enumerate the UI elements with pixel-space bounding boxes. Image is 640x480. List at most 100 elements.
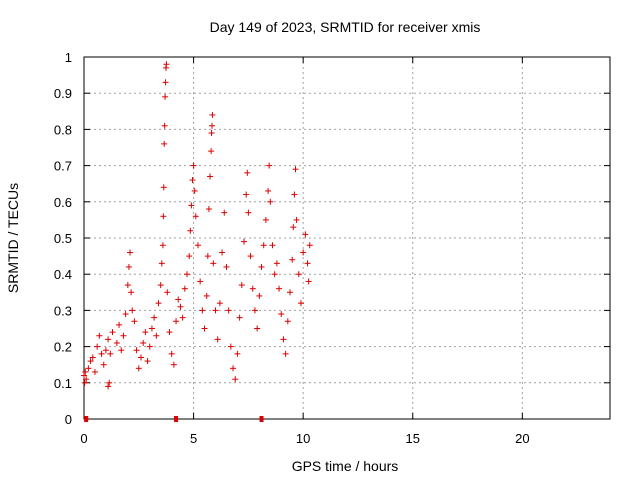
data-point (208, 130, 215, 137)
y-tick-label: 0 (65, 412, 72, 427)
y-tick-label: 0.4 (54, 267, 72, 282)
data-point (82, 368, 89, 375)
data-point (260, 242, 267, 249)
data-point (163, 61, 170, 68)
data-point (159, 242, 166, 249)
data-point (194, 242, 201, 249)
data-point (177, 303, 184, 310)
data-point (127, 249, 134, 256)
zero-marker (259, 416, 264, 422)
data-point (208, 148, 215, 155)
data-point (81, 379, 88, 386)
data-point (223, 263, 230, 270)
tick-layer: 0 5 10 15 20 0 0.1 0.2 0.3 0.4 0.5 0.6 0.7 0.8 0.9 1 (54, 50, 610, 446)
y-tick-label: 0.2 (54, 340, 72, 355)
data-point (125, 263, 132, 270)
data-point (181, 285, 188, 292)
data-point (120, 332, 127, 339)
data-point (166, 329, 173, 336)
data-point (302, 231, 309, 238)
plot-frame (83, 56, 611, 420)
data-point (192, 213, 199, 220)
zero-marker (84, 416, 89, 422)
data-point (216, 300, 223, 307)
data-point (98, 350, 105, 357)
data-point (100, 361, 107, 368)
data-point (238, 282, 245, 289)
data-point (305, 278, 312, 285)
data-point (189, 177, 196, 184)
y-tick-label: 0.7 (54, 159, 72, 174)
data-point (83, 376, 90, 383)
data-point (278, 311, 285, 318)
data-point (96, 332, 103, 339)
y-tick-label: 0.6 (54, 195, 72, 210)
data-point (91, 368, 98, 375)
x-tick-label: 0 (80, 431, 87, 446)
data-point (290, 224, 297, 231)
data-point (209, 111, 216, 118)
data-point (243, 191, 250, 198)
data-point (300, 249, 307, 256)
data-point (251, 307, 258, 314)
data-point (124, 282, 131, 289)
data-point (81, 372, 87, 379)
data-point (276, 285, 283, 292)
data-point (116, 321, 123, 328)
data-point (129, 307, 136, 314)
data-point (131, 318, 138, 325)
data-point (148, 325, 155, 332)
data-point (106, 379, 113, 386)
data-point (105, 336, 112, 343)
data-point (262, 216, 269, 223)
data-point (287, 289, 294, 296)
data-point (199, 307, 206, 314)
data-point (162, 79, 169, 86)
data-point (232, 376, 239, 383)
data-point (247, 253, 254, 260)
data-point (151, 314, 158, 321)
data-point (118, 347, 125, 354)
data-point (137, 354, 144, 361)
y-tick-label: 0.1 (54, 376, 72, 391)
data-point (161, 122, 168, 129)
data-point (191, 187, 198, 194)
data-point (175, 296, 182, 303)
data-point (306, 242, 313, 249)
data-point (109, 329, 116, 336)
data-point (207, 173, 214, 180)
data-point (273, 260, 280, 267)
data-point (201, 325, 208, 332)
chart-title: Day 149 of 2023, SRMTID for receiver xmi… (210, 19, 481, 35)
data-point (135, 365, 142, 372)
data-point (179, 314, 186, 321)
data-point (258, 263, 265, 270)
data-point (186, 253, 193, 260)
x-tick-label: 5 (190, 431, 197, 446)
data-point (265, 187, 272, 194)
data-point (144, 358, 151, 365)
y-tick-label: 1 (65, 50, 72, 65)
data-point (208, 122, 215, 129)
data-point (280, 336, 287, 343)
data-point (295, 271, 302, 278)
data-point (282, 350, 289, 357)
data-point (269, 242, 276, 249)
data-point (214, 336, 221, 343)
data-point (221, 209, 228, 216)
data-point (190, 162, 197, 169)
data-point (89, 354, 96, 361)
data-point (162, 93, 169, 100)
data-point (304, 260, 311, 267)
grid-layer (84, 57, 610, 419)
data-point (271, 271, 278, 278)
data-point (168, 350, 175, 357)
data-point (212, 307, 219, 314)
data-point (292, 166, 299, 173)
data-point (85, 365, 92, 372)
data-point (244, 169, 251, 176)
data-point (197, 278, 204, 285)
data-point (254, 325, 261, 332)
